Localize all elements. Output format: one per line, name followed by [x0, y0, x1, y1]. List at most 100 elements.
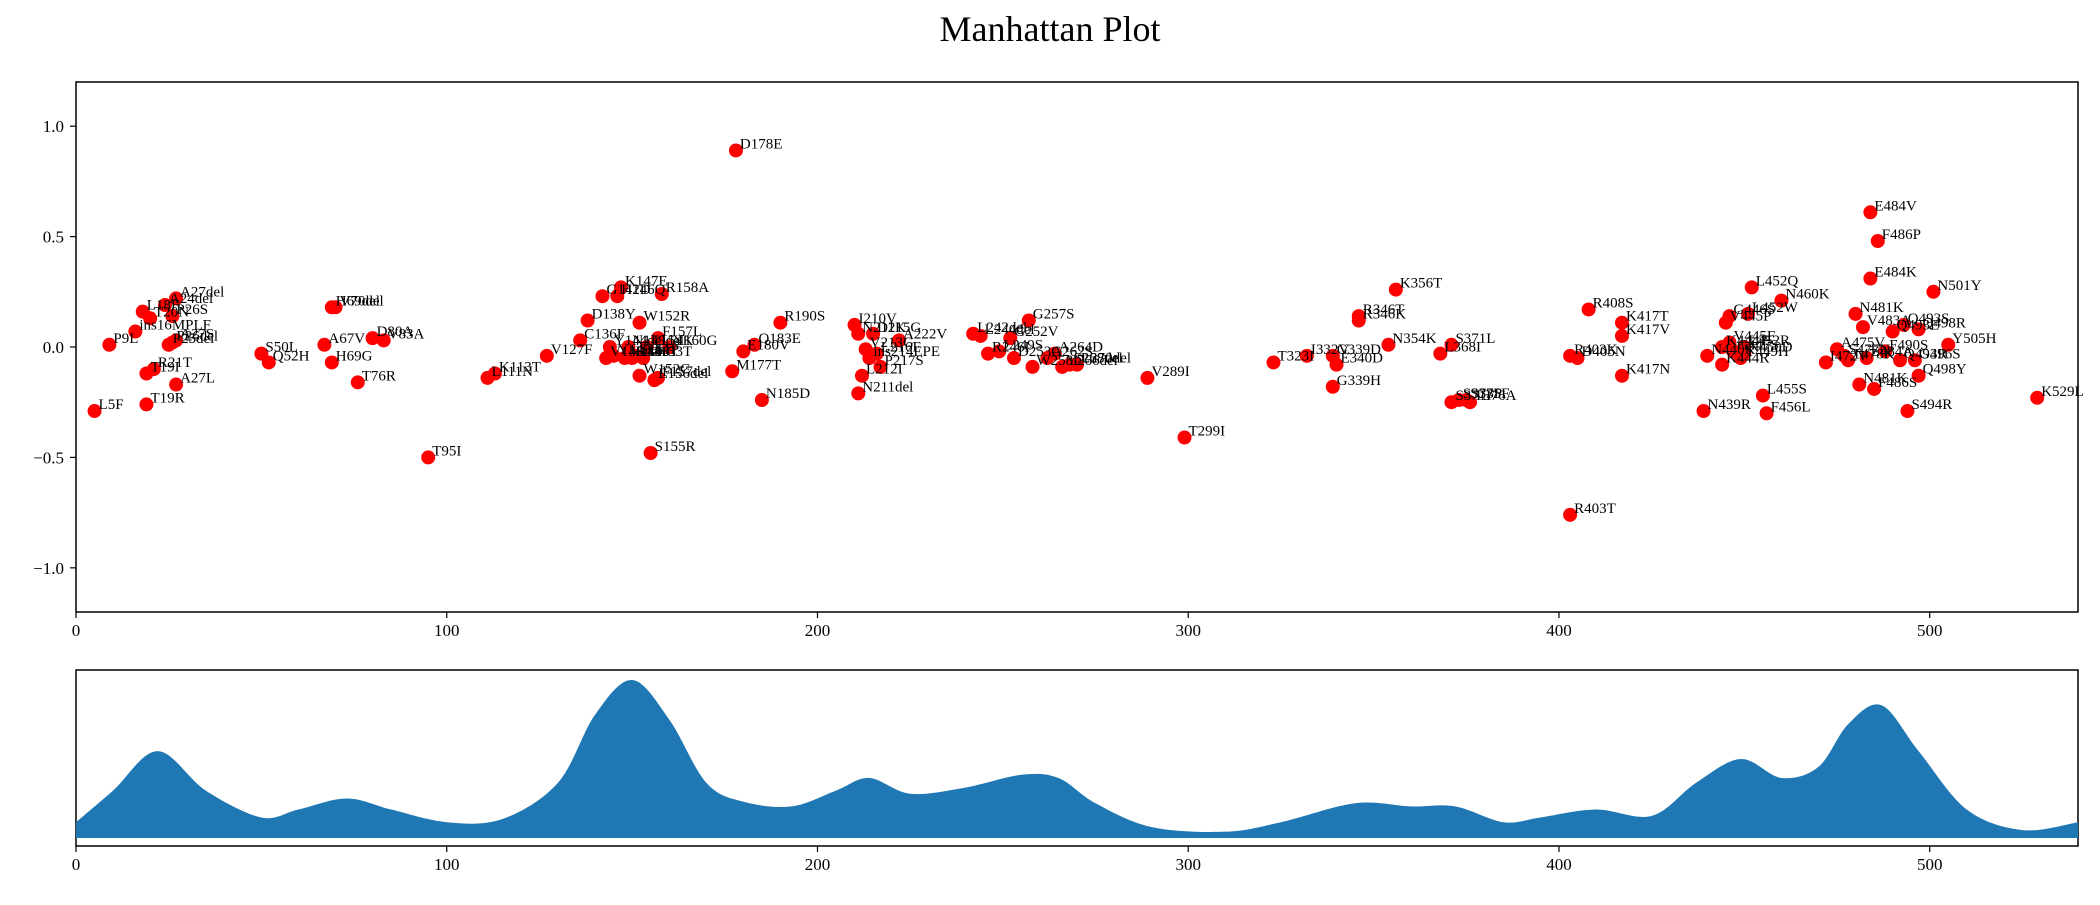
data-point — [1140, 370, 1155, 385]
data-point — [1299, 348, 1314, 363]
point-label: N211K — [862, 320, 906, 336]
data-point — [773, 315, 788, 330]
point-label: L216F — [881, 340, 921, 356]
data-point — [169, 377, 184, 392]
data-point — [365, 331, 380, 346]
data-point — [606, 348, 621, 363]
data-point — [324, 355, 339, 370]
data-point — [1325, 379, 1340, 394]
data-point — [1003, 331, 1018, 346]
data-point — [981, 346, 996, 361]
point-label: I332V — [1311, 342, 1349, 358]
point-label: G142D — [606, 282, 650, 298]
point-label: F456L — [1771, 399, 1811, 415]
data-point — [639, 340, 654, 354]
point-label: S151P — [640, 342, 679, 358]
point-label: N439R — [1708, 397, 1751, 413]
data-point — [854, 368, 869, 383]
point-label: G339H — [1337, 373, 1381, 389]
point-label: R403T — [1574, 501, 1616, 517]
point-label: S477N — [1848, 342, 1890, 358]
data-point — [1893, 353, 1908, 368]
data-point — [169, 333, 184, 348]
data-point — [1744, 280, 1759, 295]
point-label: R403K — [1574, 342, 1618, 358]
point-label: K417T — [1626, 309, 1669, 325]
point-label: L270del — [1081, 351, 1131, 367]
point-label: H146Q — [621, 282, 665, 298]
data-point — [992, 344, 1007, 359]
point-label: R408S — [1593, 295, 1634, 311]
data-point — [851, 386, 866, 401]
data-point — [1863, 205, 1878, 220]
data-point — [1696, 404, 1711, 419]
data-point — [487, 366, 502, 381]
point-label: Q52H — [273, 348, 310, 364]
point-label: F490S — [1889, 337, 1928, 353]
data-point — [1911, 322, 1926, 337]
data-point — [1841, 353, 1856, 368]
data-point — [1863, 271, 1878, 286]
point-label: T95I — [432, 443, 461, 459]
chart-title: Manhattan Plot — [939, 9, 1161, 49]
point-label: S371F — [1455, 388, 1494, 404]
point-label: S373P — [1463, 386, 1502, 402]
point-label: A262S — [1051, 344, 1093, 360]
data-point — [595, 289, 610, 304]
point-label: I472V — [1830, 348, 1868, 364]
x-tick-label: 100 — [434, 855, 460, 874]
data-point — [636, 351, 651, 366]
point-label: L455S — [1767, 382, 1807, 398]
x-tick-label: 500 — [1917, 621, 1943, 640]
point-label: G339D — [1337, 342, 1381, 358]
data-point — [317, 337, 332, 352]
y-tick-label: 0.5 — [43, 228, 64, 247]
data-point — [1006, 351, 1021, 366]
y-tick-label: −1.0 — [33, 559, 64, 578]
data-point — [1462, 395, 1477, 410]
point-label: K529L — [2041, 384, 2084, 400]
x-tick-label: 300 — [1175, 855, 1201, 874]
data-point — [1381, 337, 1396, 352]
point-label: M177T — [736, 357, 781, 373]
data-point — [1755, 388, 1770, 403]
point-label: N450D — [1748, 340, 1792, 356]
point-label: L249S — [1003, 337, 1043, 353]
point-label: A264D — [1059, 340, 1103, 356]
point-label: G496S — [1919, 346, 1961, 362]
data-point — [754, 393, 769, 407]
data-point — [613, 280, 628, 295]
point-label: K147E — [625, 273, 668, 289]
point-label: D138Y — [592, 307, 636, 323]
point-label: R346T — [1363, 302, 1405, 318]
point-label: L212I — [866, 362, 903, 378]
point-label: R158A — [666, 280, 710, 296]
data-point — [1329, 357, 1344, 372]
data-point — [1581, 302, 1596, 317]
point-label: F157del — [662, 364, 711, 380]
data-point — [725, 364, 740, 379]
point-label: D178E — [740, 136, 783, 152]
point-label: N211del — [862, 379, 913, 395]
data-point — [1867, 381, 1882, 396]
point-label: E154K — [651, 333, 694, 349]
data-point — [1700, 348, 1715, 363]
data-point — [376, 333, 391, 348]
data-point — [1021, 313, 1036, 328]
point-label: L452Q — [1756, 273, 1799, 289]
data-point — [973, 328, 988, 343]
density-area — [76, 679, 2078, 838]
point-label: S50L — [265, 340, 298, 356]
point-label: L242del — [977, 320, 1027, 336]
point-label: P9L — [113, 331, 138, 347]
data-point — [261, 355, 276, 370]
point-label: T376A — [1474, 388, 1517, 404]
data-point — [747, 337, 762, 352]
point-label: N149del — [632, 333, 684, 349]
data-point — [1878, 344, 1893, 359]
scatter-axes: 0 100 200 300 400 5001.00.50.0−0.5−1.0L5FP9Li… — [33, 81, 2084, 640]
point-label: P26del — [176, 329, 218, 345]
point-label: S371L — [1455, 331, 1495, 347]
